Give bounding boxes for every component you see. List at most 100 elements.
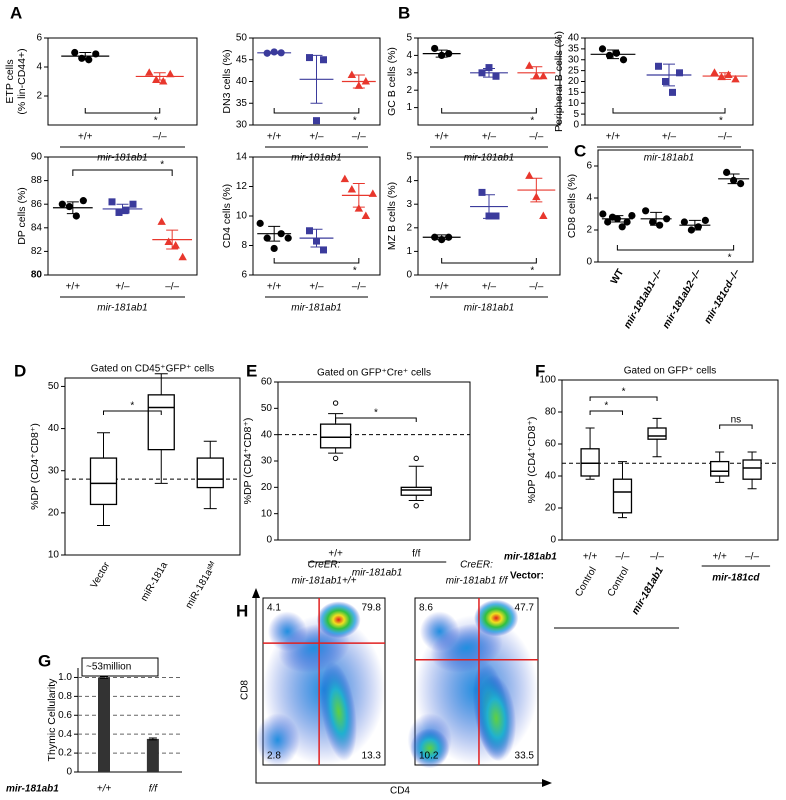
y-tick-label: 5 [406,152,412,163]
plot-frame [277,381,471,541]
significance-bracket [335,417,417,422]
data-point [669,88,676,96]
data-point [676,69,683,77]
plot-title: CreER: [308,560,341,571]
axis-line [255,592,548,784]
error-bar [66,201,79,215]
y-tick-label: 80 [31,270,43,281]
error-bar [268,225,281,242]
vector-label: mir-181ab1 [630,565,666,617]
whisker [154,449,168,484]
data-point [731,74,740,83]
data-point [270,244,278,253]
box [742,459,762,480]
data-point [152,75,161,84]
error-bar [166,229,179,250]
y-tick-label: 10 [236,211,248,222]
significance-label: * [353,116,357,127]
error-bar [435,49,448,58]
quadrant-value: 2.8 [267,751,281,762]
data-point [313,117,320,125]
plot-frame [417,156,561,276]
panel-label: H [236,601,248,620]
box [400,486,432,496]
annotation-box [81,657,159,677]
x-axis-label: mir-181ab1 [644,153,694,164]
whisker [408,495,424,501]
data-point [431,44,439,53]
data-point [710,68,719,76]
significance-bracket [273,258,360,264]
significance-label: * [530,266,534,277]
y-tick-label: 0 [573,120,579,131]
error-bar [79,52,92,61]
data-point [58,200,66,208]
y-tick-label: 1 [406,246,412,257]
panel-label: E [246,361,257,380]
y-tick-label: 14 [236,152,248,163]
y-axis-label: Thymic Cellularity [46,678,58,762]
y-tick-label: 2 [36,91,42,102]
x-tick-label: –/– [352,132,366,143]
x-tick-label: +/+ [328,549,343,560]
x-tick-label: Vector [89,560,113,591]
density [410,728,450,769]
whisker [97,432,110,459]
plot-title: mir-181ab1+/+ [292,576,357,587]
vector-label: Control [573,565,599,598]
y-tick-label: 15 [568,87,580,98]
data-point [649,218,657,226]
y-tick-label: 50 [48,381,60,392]
x-tick-label: mir-181cd–/– [702,267,742,326]
data-point [72,212,80,220]
y-tick-label: 40 [48,423,60,434]
density [320,661,357,762]
data-point [320,246,327,254]
y-axis-label: MZ B cells (%) [386,182,398,250]
axis-line [77,668,182,773]
x-axis-label: mir-181ab1 [464,303,514,314]
y-tick-label: 5 [573,109,579,120]
y-tick-label: 2 [406,85,412,96]
data-point [655,62,662,70]
data-point [347,70,357,78]
y-axis-label: Peripheral B cells (%) [553,31,565,132]
y-tick-label: 60 [545,439,557,450]
x-tick-label: –/– [352,282,366,293]
x-tick-label: mir-181ab1–/– [622,267,665,331]
panel-label: C [574,141,586,160]
y-tick-label: 0 [586,257,592,268]
significance-label: * [728,253,732,264]
data-point [525,171,534,179]
y-tick-label: 40 [236,76,248,87]
data-point [256,219,264,227]
data-point [612,49,621,57]
x-tick-label: –/– [153,132,167,143]
x-tick-label: +/– [482,132,497,143]
whisker [747,451,757,460]
y-tick-label: 6 [241,270,247,281]
y-tick-label: 4 [586,193,592,204]
y-tick-label: 30 [48,465,60,476]
data-point [623,218,631,226]
data-point [157,217,166,225]
x-tick-label: +/+ [66,282,81,293]
data-point [166,69,175,78]
y-tick-label: 90 [31,152,43,163]
y-tick-label: 40 [261,429,273,440]
data-point [263,234,271,242]
y-tick-label: 82 [31,246,43,257]
y-tick-label: 60 [261,377,273,388]
significance-bracket [441,108,537,114]
whisker [715,476,725,483]
y-axis-label: DP cells (%) [16,187,28,245]
whisker [652,439,662,458]
y-tick-label: 40 [568,33,580,44]
x-tick-label: +/+ [606,132,621,143]
vector-label: Control [606,565,632,598]
y-tick-label: 12 [236,181,248,192]
significance-label: * [604,401,608,412]
error-bar [530,177,543,203]
density [474,599,519,637]
